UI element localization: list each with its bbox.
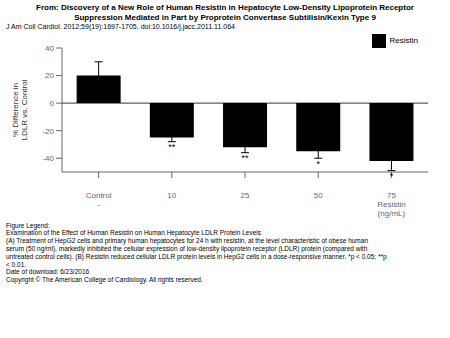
html-text:Examination of the Effect of H: Examination of the Effect of Human Resis…	[6, 229, 261, 237]
html-text:< 0.01.: < 0.01.	[6, 260, 27, 268]
svg-text:-40: -40	[42, 154, 54, 163]
html-text:Copyright © The American Colle: Copyright © The American College of Card…	[6, 276, 203, 284]
html-text:(A) Treatment of HepG2 cells a: (A) Treatment of HepG2 cells and primary…	[6, 237, 368, 245]
svg-text:75Resistin(ng/mL): 75Resistin(ng/mL)	[377, 191, 405, 218]
svg-text:*: *	[390, 171, 394, 181]
svg-text:0: 0	[50, 99, 55, 108]
svg-text:**: **	[168, 142, 176, 152]
html-text:J Am Coll Cardiol. 2012;59(19): J Am Coll Cardiol. 2012;59(19):1697-1705…	[6, 23, 235, 31]
svg-text:*: *	[316, 158, 320, 168]
html-text:From: Discovery of a New Role: From: Discovery of a New Role of Human R…	[36, 3, 414, 22]
svg-text:**: **	[242, 153, 250, 163]
svg-text:40: 40	[45, 43, 54, 52]
html-text:Date of download: 6/23/2016: Date of download: 6/23/2016	[6, 268, 90, 276]
html-text:Figure Legend:: Figure Legend:	[6, 221, 50, 229]
svg-text:% Difference inLDLR vs. Contro: % Difference inLDLR vs. Control	[11, 79, 29, 140]
svg-text:Control-: Control-	[86, 191, 112, 209]
svg-text:10: 10	[167, 191, 176, 200]
svg-text:-20: -20	[42, 126, 54, 135]
svg-text:25: 25	[241, 191, 250, 200]
svg-text:20: 20	[45, 71, 54, 80]
html-text:untreated control cells). (B): untreated control cells). (B) Resistin r…	[6, 252, 387, 260]
svg-text:50: 50	[314, 191, 323, 200]
html-text:Resistin: Resistin	[389, 35, 418, 45]
html-text:serum (50 ng/ml), markedly inh: serum (50 ng/ml), markedly inhibited the…	[6, 245, 368, 252]
